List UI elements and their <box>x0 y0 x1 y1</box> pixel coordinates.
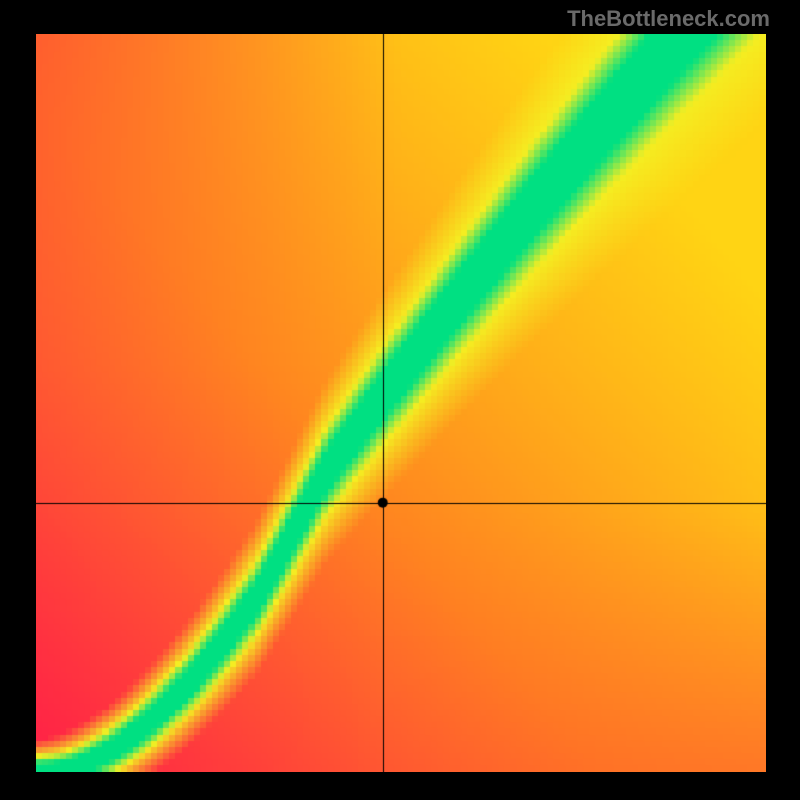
watermark-text: TheBottleneck.com <box>567 6 770 32</box>
bottleneck-heatmap <box>36 34 766 772</box>
chart-container: TheBottleneck.com <box>0 0 800 800</box>
